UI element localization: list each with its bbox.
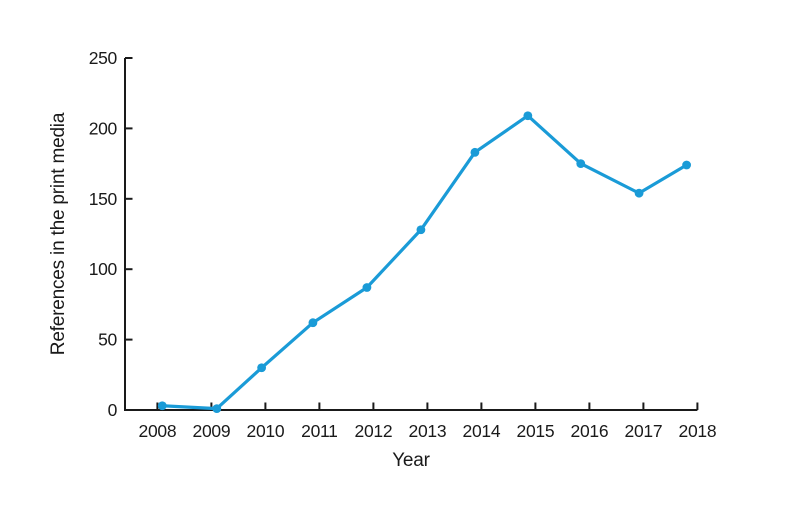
y-tick-label: 250 [89,48,118,68]
data-point-2014 [470,147,480,157]
x-axis: 2008 2009 2010 2011 2012 2013 2014 2015 2016 2017… [124,402,717,441]
x-tick-label: 2010 [247,421,285,441]
y-tick-label: 150 [89,189,118,209]
x-tick-label: 2014 [463,421,501,441]
y-axis-title: References in the print media [48,112,69,355]
series-line [160,114,689,411]
x-tick-label: 2008 [139,421,177,441]
data-point-2013 [416,225,426,235]
y-axis: 0 50 100 150 200 250 [89,48,133,420]
data-point-2011 [308,318,318,328]
x-tick-label: 2015 [517,421,555,441]
x-tick-label: 2011 [301,421,337,441]
x-tick-label: 2012 [355,421,393,441]
data-point-2016 [576,159,586,169]
x-tick-label: 2018 [679,421,717,441]
data-series [157,111,691,413]
x-tick-label: 2016 [571,421,609,441]
x-tick-label: 2013 [409,421,447,441]
x-axis-title: Year [392,450,430,471]
data-point-2018 [682,160,691,170]
data-point-2012 [362,283,372,292]
data-point-2009 [212,404,222,413]
y-tick-label: 0 [108,400,118,420]
data-point-2008 [157,401,167,411]
x-tick-label: 2009 [193,421,231,441]
x-tick-label: 2017 [625,421,663,441]
y-tick-label: 200 [89,118,118,138]
y-tick-label: 100 [89,259,118,279]
data-point-2017 [634,188,644,198]
y-tick-label: 50 [98,330,117,350]
data-point-2010 [257,363,267,373]
data-point-2015 [523,111,533,121]
